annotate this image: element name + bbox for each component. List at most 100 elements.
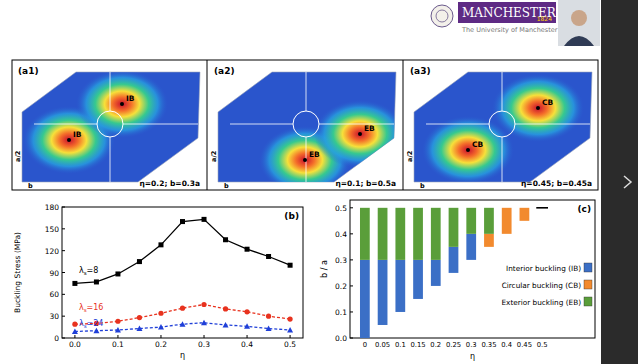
- plot-frame: [350, 200, 595, 338]
- y-tick-label: 60: [49, 290, 59, 299]
- dim-label: a/2: [14, 151, 22, 162]
- y-tick-label: 0: [54, 334, 59, 343]
- label-part: =24: [87, 319, 104, 328]
- x-tick: [117, 335, 118, 338]
- contour: [230, 72, 406, 194]
- series-line: [75, 219, 290, 283]
- label-part: =16: [87, 303, 104, 312]
- series-group: [72, 217, 293, 334]
- marker-dot: [358, 132, 362, 136]
- hole: [293, 111, 319, 137]
- point: [136, 326, 142, 332]
- hole: [97, 111, 123, 137]
- panel-caption: η=0.2; b=0.3a: [139, 179, 200, 188]
- point: [287, 316, 292, 321]
- contour: [23, 70, 198, 182]
- point: [137, 259, 142, 264]
- plate-line: [230, 124, 293, 125]
- point: [115, 319, 120, 324]
- emblem: [436, 10, 448, 22]
- bar-segment: [537, 207, 547, 208]
- x-tick-label: 0.15: [410, 341, 425, 349]
- y-tick-label: 30: [49, 312, 59, 321]
- point: [288, 263, 293, 268]
- bar-segment: [466, 234, 476, 260]
- y-tick: [62, 272, 65, 273]
- x-tick-label: 0.5: [284, 340, 296, 349]
- x-tick-label: 0.0: [69, 340, 81, 349]
- point: [180, 219, 185, 224]
- point: [245, 247, 250, 252]
- x-tick: [74, 335, 75, 338]
- y-tick-label: 0.3: [335, 256, 347, 265]
- bar-segment: [395, 208, 405, 260]
- marker-dot: [536, 106, 540, 110]
- bar-segment: [360, 208, 370, 260]
- panel-divider: [207, 60, 208, 190]
- point: [266, 314, 271, 319]
- legend-swatch: [584, 280, 592, 289]
- marker-dot: [120, 102, 124, 106]
- bar-base: [431, 285, 441, 286]
- y-tick: [350, 338, 353, 339]
- bar-segment: [413, 260, 423, 299]
- bar-segment: [378, 260, 388, 325]
- point: [93, 328, 99, 334]
- plate-line: [110, 137, 111, 182]
- panel-label: (a2): [214, 66, 235, 76]
- point: [201, 302, 206, 307]
- side-strip: [601, 0, 638, 364]
- legend-label: Circular buckling (CB): [502, 281, 581, 290]
- dim-label: b: [28, 182, 33, 190]
- legend-label: Exterior buckling (EB): [501, 298, 581, 307]
- x-tick: [160, 335, 161, 338]
- plate-line: [110, 72, 111, 111]
- series-label: λs=24: [79, 319, 104, 329]
- bar-segment: [484, 234, 494, 247]
- y-tick: [350, 259, 353, 260]
- point: [223, 322, 229, 328]
- x-tick-label: 0.2: [430, 341, 441, 349]
- series-label: λs=8: [79, 266, 98, 276]
- legend-label: Interior buckling (IB): [506, 264, 581, 273]
- bar-segment: [378, 208, 388, 260]
- plot-frame: [62, 207, 303, 338]
- marker-dot: [67, 138, 71, 142]
- panel-caption: η=0.45; b=0.45a: [521, 179, 592, 188]
- bar-segment: [502, 208, 512, 234]
- panel-label: (a3): [410, 66, 431, 76]
- point: [266, 254, 271, 259]
- plate-line: [306, 72, 307, 111]
- y-tick: [350, 233, 353, 234]
- bar-base: [484, 246, 494, 247]
- bar-segment: [537, 207, 547, 208]
- logo-year: 1824: [537, 15, 552, 22]
- bar-base: [536, 207, 548, 209]
- point: [115, 327, 121, 333]
- legend-swatch: [584, 297, 592, 306]
- x-tick-label: 0.5: [537, 341, 548, 349]
- x-tick-label: 0.4: [501, 341, 512, 349]
- point: [180, 306, 185, 311]
- y-tick-label: 0.4: [335, 230, 347, 239]
- point: [72, 328, 78, 334]
- plate-line: [34, 124, 97, 125]
- x-tick-label: 0.3: [466, 341, 477, 349]
- bar-segment: [502, 207, 512, 208]
- point: [137, 315, 142, 320]
- logo-subtitle: The University of Manchester: [461, 26, 558, 34]
- marker-label: CB: [542, 98, 554, 107]
- y-tick: [62, 228, 65, 229]
- y-tick-label: 0.2: [335, 282, 347, 291]
- point: [287, 327, 293, 333]
- video: [558, 0, 600, 46]
- next-arrow[interactable]: [624, 176, 631, 188]
- bar-base: [520, 220, 530, 221]
- y-tick-label: 180: [45, 203, 60, 212]
- marker-dot: [303, 158, 307, 162]
- point: [266, 326, 272, 332]
- bar-segment: [537, 207, 547, 208]
- y-tick: [62, 316, 65, 317]
- dim-label: a/2: [406, 151, 414, 162]
- bar-segment: [484, 208, 494, 234]
